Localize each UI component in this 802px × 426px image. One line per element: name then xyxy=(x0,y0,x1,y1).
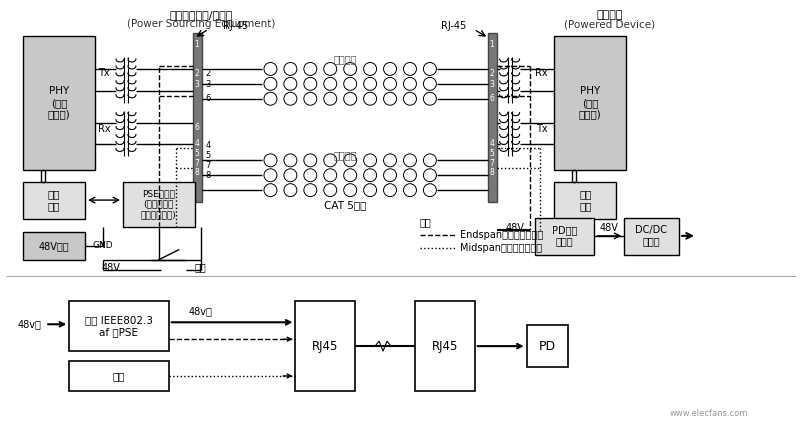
Text: Midspan设备的供电通道: Midspan设备的供电通道 xyxy=(460,243,542,253)
Text: PD接口
控制器: PD接口 控制器 xyxy=(552,225,577,247)
Text: RJ45: RJ45 xyxy=(431,340,458,353)
Text: 7: 7 xyxy=(205,161,211,170)
Text: 7: 7 xyxy=(194,159,199,168)
Text: (Power Sourcing Equipment): (Power Sourcing Equipment) xyxy=(127,19,275,29)
Text: 兼容 IEEE802.3
af 的PSE: 兼容 IEEE802.3 af 的PSE xyxy=(85,316,153,337)
Text: 1: 1 xyxy=(194,40,199,49)
Text: 开关: 开关 xyxy=(195,263,207,273)
Bar xyxy=(554,182,616,219)
Bar xyxy=(123,182,195,227)
Text: Tx: Tx xyxy=(536,124,548,134)
Text: 5: 5 xyxy=(194,149,199,158)
Text: www.elecfans.com: www.elecfans.com xyxy=(670,409,748,418)
Text: 以太网交换机/集线器: 以太网交换机/集线器 xyxy=(169,10,233,20)
Text: GND: GND xyxy=(93,241,113,250)
Bar xyxy=(415,302,475,391)
Text: 48V: 48V xyxy=(102,263,120,273)
Bar xyxy=(488,33,496,202)
Text: 主处
理器: 主处 理器 xyxy=(48,189,60,211)
Bar xyxy=(624,218,679,255)
Text: 3: 3 xyxy=(194,81,199,89)
Text: PHY
(网络
物理层): PHY (网络 物理层) xyxy=(579,86,602,119)
Text: 48V电源: 48V电源 xyxy=(38,241,70,251)
Text: 48v出: 48v出 xyxy=(188,306,213,317)
Text: 5: 5 xyxy=(205,151,211,160)
Text: 备用线对: 备用线对 xyxy=(334,150,357,160)
Text: 8: 8 xyxy=(489,168,494,177)
Bar xyxy=(69,302,168,351)
Text: 6: 6 xyxy=(205,94,211,103)
Bar xyxy=(554,36,626,170)
Text: 5: 5 xyxy=(489,149,494,158)
Bar xyxy=(23,182,85,219)
Text: 48v入: 48v入 xyxy=(18,319,41,329)
Text: 6: 6 xyxy=(489,94,494,103)
Text: 2: 2 xyxy=(489,69,494,78)
Text: 4: 4 xyxy=(194,139,199,148)
Text: 信号线对: 信号线对 xyxy=(334,54,357,64)
Text: 48V: 48V xyxy=(600,223,618,233)
Text: 8: 8 xyxy=(205,171,211,180)
Text: 2: 2 xyxy=(194,69,199,78)
Text: DC/DC
转换器: DC/DC 转换器 xyxy=(635,225,667,247)
Text: 2: 2 xyxy=(205,69,211,78)
Bar xyxy=(23,36,95,170)
Text: 1: 1 xyxy=(489,40,494,49)
Text: Endspan设备的供电通道: Endspan设备的供电通道 xyxy=(460,230,543,240)
Text: 3: 3 xyxy=(205,81,211,89)
Text: CAT 5线缆: CAT 5线缆 xyxy=(324,200,367,210)
Text: PSE控制器
(每芯片管理
一到八个端口): PSE控制器 (每芯片管理 一到八个端口) xyxy=(141,189,176,219)
Text: Tx: Tx xyxy=(98,68,110,78)
Text: 6: 6 xyxy=(194,123,199,132)
Text: 数据: 数据 xyxy=(113,371,125,381)
Text: RJ-45: RJ-45 xyxy=(440,21,466,31)
Text: 8: 8 xyxy=(194,168,199,177)
Bar xyxy=(527,325,569,367)
Text: 4: 4 xyxy=(489,139,494,148)
Bar xyxy=(192,33,201,202)
Text: PD: PD xyxy=(539,340,556,353)
Text: Rx: Rx xyxy=(535,68,548,78)
Text: 注：: 注： xyxy=(420,217,431,227)
Text: 主处
理器: 主处 理器 xyxy=(579,189,592,211)
Text: 3: 3 xyxy=(489,81,494,89)
Bar xyxy=(295,302,355,391)
Bar xyxy=(23,232,85,260)
Text: 7: 7 xyxy=(489,159,494,168)
Bar xyxy=(535,218,594,255)
Text: Rx: Rx xyxy=(98,124,111,134)
Text: 受电设备: 受电设备 xyxy=(596,10,622,20)
Text: 4: 4 xyxy=(205,141,211,150)
Text: PHY
(网络
物理层): PHY (网络 物理层) xyxy=(48,86,71,119)
Bar xyxy=(69,361,168,391)
Text: RJ45: RJ45 xyxy=(312,340,338,353)
Text: RJ-45: RJ-45 xyxy=(223,21,248,31)
Text: 48V: 48V xyxy=(505,223,524,233)
Text: (Powered Device): (Powered Device) xyxy=(564,19,655,29)
